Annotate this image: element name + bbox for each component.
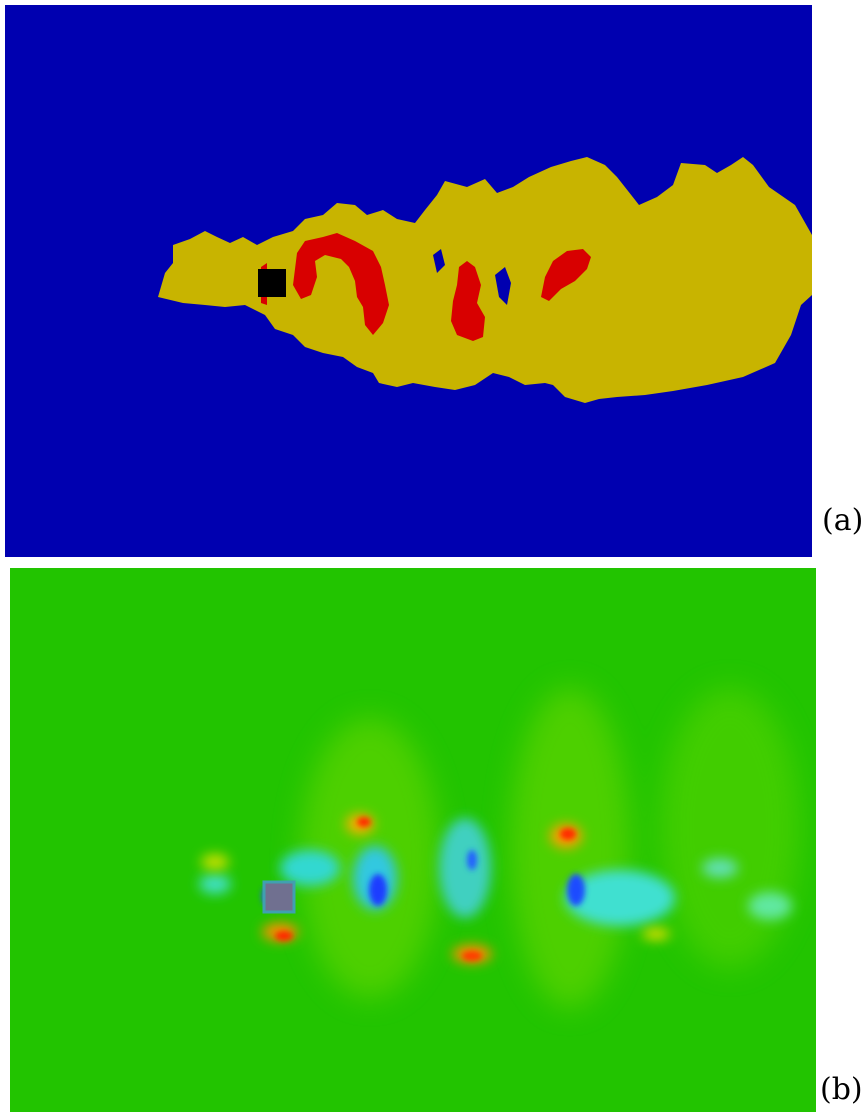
negative-vortex-core <box>567 874 585 906</box>
positive-vortex-core <box>462 951 482 961</box>
negative-vortex <box>565 870 675 926</box>
negative-vortex <box>439 818 491 918</box>
negative-vortex <box>748 892 792 920</box>
vortex-region <box>293 233 389 335</box>
wake-gap <box>495 267 511 305</box>
panel-label-a: (a) <box>822 503 864 538</box>
segmentation-map-panel <box>5 5 812 557</box>
negative-vortex <box>702 858 738 878</box>
positive-vortex <box>642 928 670 940</box>
wake-gap <box>433 249 445 273</box>
positive-vortex-core <box>275 931 293 941</box>
panel-label-b: (b) <box>820 1072 863 1107</box>
light-halo <box>510 688 630 1008</box>
positive-vortex-core <box>560 828 576 840</box>
positive-vortex <box>201 854 229 870</box>
obstacle <box>258 269 286 297</box>
light-halo <box>660 688 800 968</box>
negative-vortex <box>280 850 340 886</box>
obstacle <box>262 880 296 914</box>
vortex-region <box>451 261 485 341</box>
vortex-region <box>541 249 591 301</box>
negative-vortex-core <box>467 850 477 870</box>
vorticity-field-panel <box>10 568 816 1112</box>
negative-vortex-core <box>369 874 387 906</box>
wake-region <box>158 157 812 403</box>
negative-vortex <box>199 874 231 894</box>
positive-vortex-core <box>357 817 371 827</box>
